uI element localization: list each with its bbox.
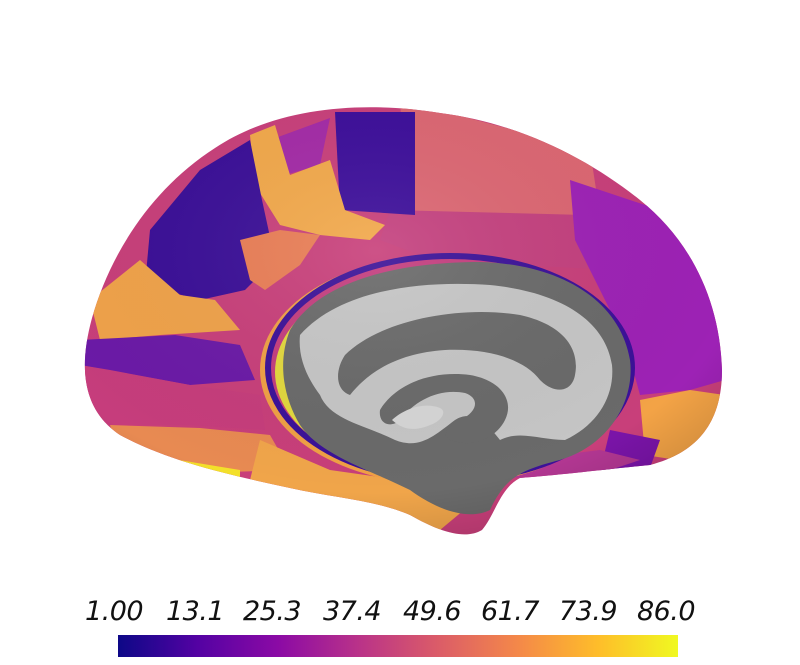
colorbar-tick-label: 37.4 <box>323 596 381 627</box>
colorbar-tick-label: 73.9 <box>559 596 617 627</box>
colorbar-tick-label: 86.0 <box>637 596 695 627</box>
colorbar-tick-label: 61.7 <box>481 596 539 627</box>
colorbar-tick-label: 49.6 <box>403 596 461 627</box>
colorbar-tick-label: 13.1 <box>166 596 224 627</box>
colorbar-tick-label: 25.3 <box>243 596 301 627</box>
cortical-parcellation <box>60 90 760 550</box>
colorbar-tick-label: 1.00 <box>85 596 143 627</box>
colorbar-gradient <box>118 635 678 657</box>
